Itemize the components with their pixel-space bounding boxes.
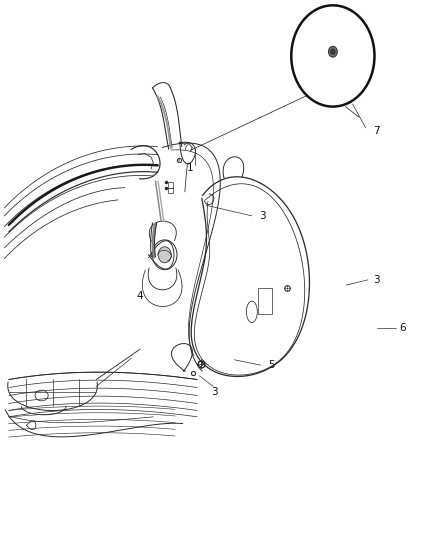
Text: 4: 4	[137, 291, 144, 301]
Text: 6: 6	[399, 323, 406, 333]
Text: 1: 1	[187, 163, 194, 173]
Circle shape	[328, 46, 337, 57]
Text: 3: 3	[373, 275, 380, 285]
Circle shape	[331, 49, 335, 54]
Text: 3: 3	[211, 387, 218, 397]
Text: 3: 3	[259, 211, 266, 221]
Circle shape	[291, 5, 374, 107]
Circle shape	[158, 247, 171, 263]
Text: 7: 7	[373, 126, 380, 135]
Text: 5: 5	[268, 360, 275, 370]
